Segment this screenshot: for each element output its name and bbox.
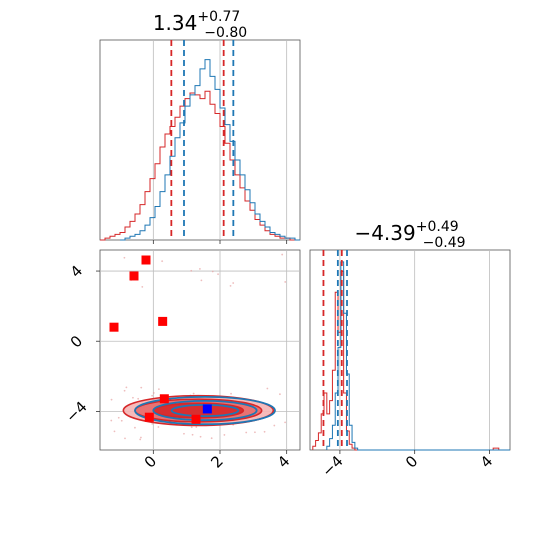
joint-sample-dot — [210, 437, 213, 440]
panel-x-title-value: 1.34 — [153, 11, 198, 35]
joint-x-tick-label: 4 — [274, 452, 293, 471]
joint-sample-dot — [199, 268, 201, 270]
joint-sample-dot — [113, 430, 116, 433]
panel-x-title: 1.34+0.77 −0.80 — [153, 9, 247, 41]
joint-sample-dot — [284, 421, 287, 424]
joint-sample-dot — [192, 392, 195, 395]
joint-x-tick-label: 0 — [141, 452, 160, 471]
joint-sample-dot — [191, 433, 194, 436]
y-marginal-tick-label: −4 — [318, 452, 346, 480]
panel-x-histograms — [100, 59, 300, 241]
panel-joint: 0 2 4 −4 0 4 — [62, 249, 301, 472]
joint-sample-dot — [281, 253, 284, 256]
joint-sample-dot — [229, 285, 232, 287]
joint-sample-dot — [254, 431, 256, 434]
panel-y-grid — [339, 250, 490, 450]
joint-sample-dot — [151, 394, 154, 397]
joint-sample-dot — [110, 419, 113, 422]
y-marginal-tick-label: 0 — [402, 452, 421, 471]
joint-sample-dot — [190, 269, 193, 272]
joint-marker-point — [191, 414, 201, 424]
joint-marker-point — [158, 316, 168, 326]
joint-sample-dot — [263, 430, 266, 433]
panel-x-title-upper: +0.77 — [197, 9, 240, 25]
joint-sample-dot — [117, 416, 120, 419]
joint-sample-dot — [279, 393, 281, 396]
joint-sample-dot — [152, 392, 155, 394]
panel-x-marginal: 1.34+0.77 −0.80 — [99, 9, 301, 244]
y-marginal-histogram-series — [326, 261, 510, 451]
joint-marker-point — [141, 255, 151, 265]
joint-sample-dot — [110, 398, 113, 401]
joint-sample-dot — [141, 285, 144, 288]
joint-sample-dot — [245, 431, 248, 434]
panel-y-title: −4.39+0.49 −0.49 — [354, 219, 465, 251]
panel-y-title-upper: +0.49 — [416, 219, 459, 235]
joint-sample-dot — [140, 436, 142, 439]
joint-sample-dot — [134, 426, 136, 429]
joint-sample-dot — [120, 419, 123, 422]
panel-y-title-value: −4.39 — [354, 221, 415, 245]
joint-sample-dot — [140, 386, 143, 389]
panel-x-title-lower: −0.80 — [204, 25, 247, 41]
panel-y-ticks: −4 0 4 — [318, 450, 496, 480]
joint-sample-dot — [139, 438, 142, 441]
joint-sample-dot — [266, 387, 269, 390]
y-marginal-tick-label: 4 — [477, 452, 496, 471]
joint-sample-dot — [157, 426, 160, 428]
joint-sample-dot — [217, 273, 219, 276]
joint-sample-dot — [223, 434, 226, 436]
joint-marker-point — [129, 271, 139, 281]
joint-sample-dot — [137, 397, 140, 400]
panel-x-ticks — [152, 240, 288, 244]
x-marginal-histogram-series — [100, 90, 300, 241]
joint-sample-dot — [151, 422, 154, 425]
x-marginal-histogram-series — [120, 59, 300, 241]
joint-marker-point — [159, 394, 169, 404]
joint-contour-level — [152, 399, 258, 422]
joint-x-tick-label: 2 — [207, 452, 226, 471]
joint-sample-dot — [211, 270, 214, 273]
joint-sample-dot — [273, 424, 276, 427]
joint-sample-dot — [132, 396, 134, 399]
joint-sample-dot — [123, 256, 126, 259]
joint-marker-point — [109, 322, 119, 332]
joint-sample-dot — [123, 389, 126, 392]
joint-sample-dot — [125, 386, 128, 389]
joint-marker-point — [144, 412, 154, 422]
panel-x-quantile-lines — [170, 40, 235, 240]
joint-sample-dot — [200, 279, 203, 282]
panel-y-marginal: −4 0 4 −4.39+0.49 −0.49 — [309, 219, 511, 480]
panel-y-quantile-lines — [322, 250, 348, 450]
joint-y-tick-label: 0 — [67, 332, 86, 351]
joint-y-tick-label: −4 — [62, 398, 90, 426]
joint-sample-dot — [195, 426, 198, 428]
joint-sample-dot — [199, 435, 202, 438]
joint-sample-dot — [124, 437, 126, 440]
joint-sample-dot — [157, 388, 160, 391]
joint-sample-dot — [284, 281, 287, 283]
joint-y-tick-label: 4 — [67, 262, 86, 281]
joint-sample-dot — [230, 392, 232, 395]
panel-joint-points — [109, 255, 212, 424]
joint-contour-level — [134, 395, 276, 426]
panel-x-grid — [152, 40, 288, 240]
joint-sample-dot — [161, 260, 164, 263]
joint-sample-dot — [232, 282, 235, 284]
joint-sample-dot — [183, 432, 185, 435]
joint-sample-dot — [190, 426, 193, 429]
panel-y-title-lower: −0.49 — [423, 235, 466, 251]
joint-marker-point — [202, 404, 212, 414]
